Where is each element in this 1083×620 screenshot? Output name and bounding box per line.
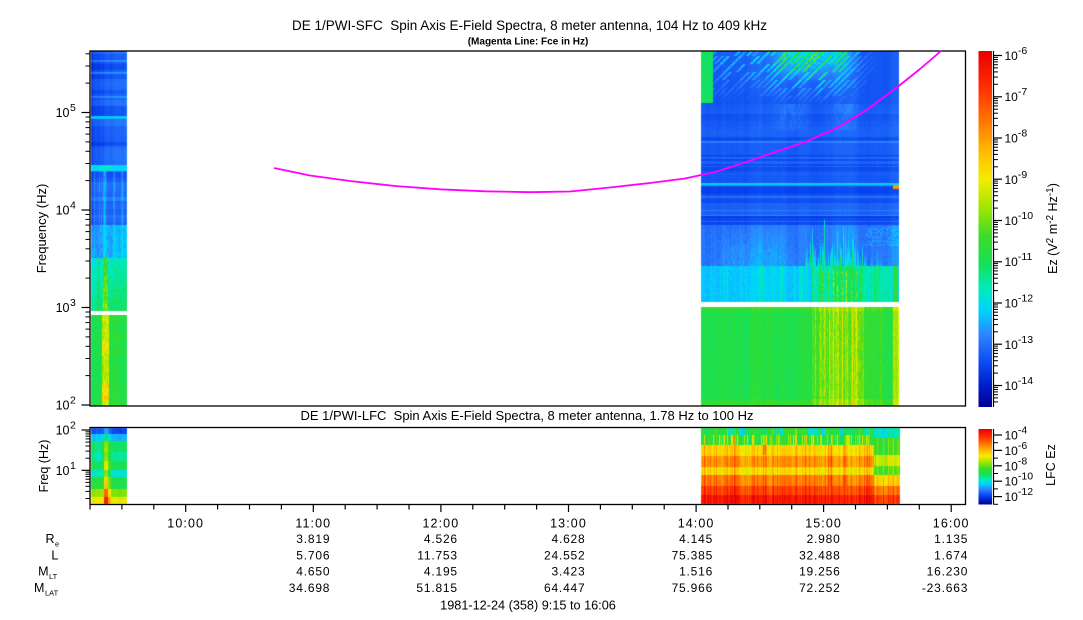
svg-text:R: R	[45, 532, 54, 546]
svg-text:10: 10	[1005, 173, 1019, 187]
svg-text:19.256: 19.256	[799, 565, 841, 579]
svg-text:4.526: 4.526	[424, 532, 458, 546]
svg-text:4: 4	[70, 200, 76, 212]
svg-text:10: 10	[1005, 459, 1019, 473]
svg-text:75.385: 75.385	[672, 548, 714, 562]
svg-text:10: 10	[1005, 429, 1019, 443]
svg-text:12:00: 12:00	[423, 517, 460, 531]
svg-text:32.488: 32.488	[799, 548, 841, 562]
svg-text:LFC Ez: LFC Ez	[1044, 444, 1058, 486]
svg-text:5: 5	[70, 102, 76, 114]
svg-text:10: 10	[1005, 490, 1019, 504]
svg-text:-12: -12	[1018, 486, 1033, 498]
svg-text:10:00: 10:00	[167, 517, 204, 531]
svg-text:1.674: 1.674	[934, 548, 968, 562]
svg-text:2: 2	[70, 395, 76, 407]
svg-text:DE 1/PWI-SFC Spin Axis E-Fiel: DE 1/PWI-SFC Spin Axis E-Field Spectra, …	[292, 18, 767, 33]
svg-text:M: M	[38, 565, 48, 579]
svg-text:4.195: 4.195	[424, 565, 458, 579]
svg-text:10: 10	[1005, 90, 1019, 104]
svg-text:10: 10	[1005, 379, 1019, 393]
svg-text:64.447: 64.447	[544, 581, 586, 595]
svg-text:10: 10	[56, 424, 70, 438]
svg-text:11:00: 11:00	[295, 517, 331, 531]
svg-text:10: 10	[56, 106, 70, 120]
svg-text:10: 10	[56, 399, 70, 413]
svg-text:24.552: 24.552	[544, 548, 586, 562]
svg-text:10: 10	[1005, 132, 1019, 146]
svg-text:10: 10	[1005, 475, 1019, 489]
svg-text:Frequency (Hz): Frequency (Hz)	[34, 184, 49, 274]
svg-text:5.706: 5.706	[296, 548, 330, 562]
svg-text:-11: -11	[1018, 251, 1033, 263]
svg-text:10: 10	[1005, 255, 1019, 269]
svg-text:-4: -4	[1018, 425, 1027, 437]
svg-text:-6: -6	[1018, 45, 1027, 57]
svg-text:3.819: 3.819	[296, 532, 330, 546]
svg-text:1.135: 1.135	[934, 532, 968, 546]
svg-text:-6: -6	[1018, 440, 1027, 452]
svg-text:14:00: 14:00	[678, 517, 715, 531]
svg-text:-10: -10	[1018, 471, 1033, 483]
svg-text:4.145: 4.145	[679, 532, 713, 546]
svg-text:-12: -12	[1018, 293, 1033, 305]
svg-text:DE 1/PWI-LFC Spin Axis E-Fiel: DE 1/PWI-LFC Spin Axis E-Field Spectra, …	[300, 408, 753, 423]
svg-text:-23.663: -23.663	[922, 581, 968, 595]
svg-text:-10: -10	[1018, 210, 1033, 222]
svg-text:10: 10	[1005, 338, 1019, 352]
svg-text:L: L	[51, 548, 58, 562]
svg-text:15:00: 15:00	[805, 517, 842, 531]
svg-text:-7: -7	[1018, 86, 1027, 98]
svg-text:10: 10	[1005, 49, 1019, 63]
svg-text:16:00: 16:00	[933, 517, 970, 531]
svg-text:72.252: 72.252	[799, 581, 841, 595]
svg-text:75.966: 75.966	[672, 581, 714, 595]
svg-text:10: 10	[56, 464, 70, 478]
svg-text:e: e	[55, 540, 59, 549]
svg-text:34.698: 34.698	[289, 581, 331, 595]
svg-text:10: 10	[56, 204, 70, 218]
svg-text:10: 10	[1005, 444, 1019, 458]
svg-text:(Magenta Line: Fce in Hz): (Magenta Line: Fce in Hz)	[468, 37, 589, 48]
svg-text:-9: -9	[1018, 169, 1027, 181]
svg-text:-8: -8	[1018, 455, 1027, 467]
svg-text:10: 10	[1005, 214, 1019, 228]
svg-text:11.753: 11.753	[417, 548, 458, 562]
svg-text:13:00: 13:00	[550, 517, 587, 531]
svg-text:-8: -8	[1018, 128, 1027, 140]
svg-text:16.230: 16.230	[927, 565, 969, 579]
svg-text:10: 10	[56, 301, 70, 315]
svg-text:Ez (V2 m-2 Hz-1): Ez (V2 m-2 Hz-1)	[1045, 183, 1060, 274]
svg-text:1.516: 1.516	[679, 565, 713, 579]
svg-text:-13: -13	[1018, 334, 1033, 346]
svg-text:Freq (Hz): Freq (Hz)	[37, 440, 51, 493]
svg-text:51.815: 51.815	[416, 581, 458, 595]
svg-text:4.650: 4.650	[296, 565, 330, 579]
svg-text:10: 10	[1005, 297, 1019, 311]
svg-text:3.423: 3.423	[551, 565, 585, 579]
svg-text:LT: LT	[49, 572, 58, 581]
svg-text:4.628: 4.628	[551, 532, 585, 546]
svg-text:2: 2	[70, 420, 76, 432]
svg-text:-14: -14	[1018, 375, 1033, 387]
svg-text:1981-12-24 (358) 9:15 to 16:06: 1981-12-24 (358) 9:15 to 16:06	[440, 599, 616, 613]
svg-text:M: M	[34, 581, 44, 595]
svg-text:2.980: 2.980	[807, 532, 841, 546]
svg-text:3: 3	[70, 297, 76, 309]
svg-text:LAT: LAT	[45, 588, 59, 597]
svg-text:1: 1	[70, 460, 76, 472]
